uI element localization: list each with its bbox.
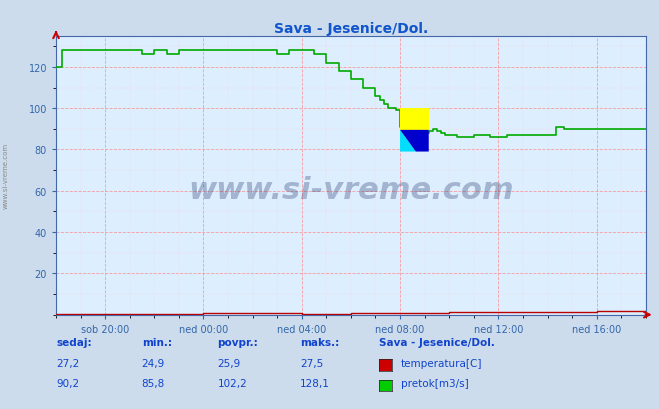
Text: 85,8: 85,8 xyxy=(142,378,165,389)
Text: maks.:: maks.: xyxy=(300,337,339,348)
Text: 128,1: 128,1 xyxy=(300,378,330,389)
Text: www.si-vreme.com: www.si-vreme.com xyxy=(2,143,9,209)
Text: 24,9: 24,9 xyxy=(142,358,165,368)
Text: Sava - Jesenice/Dol.: Sava - Jesenice/Dol. xyxy=(379,337,495,348)
Text: 102,2: 102,2 xyxy=(217,378,247,389)
Title: Sava - Jesenice/Dol.: Sava - Jesenice/Dol. xyxy=(273,22,428,36)
Polygon shape xyxy=(400,130,416,152)
Text: 27,5: 27,5 xyxy=(300,358,323,368)
Text: 27,2: 27,2 xyxy=(56,358,79,368)
Text: temperatura[C]: temperatura[C] xyxy=(401,358,482,368)
Text: min.:: min.: xyxy=(142,337,172,348)
Text: pretok[m3/s]: pretok[m3/s] xyxy=(401,378,469,389)
Text: 25,9: 25,9 xyxy=(217,358,241,368)
Polygon shape xyxy=(400,130,429,152)
Bar xyxy=(400,109,429,130)
Text: sedaj:: sedaj: xyxy=(56,337,92,348)
Text: povpr.:: povpr.: xyxy=(217,337,258,348)
Text: www.si-vreme.com: www.si-vreme.com xyxy=(188,175,514,204)
Text: 90,2: 90,2 xyxy=(56,378,79,389)
